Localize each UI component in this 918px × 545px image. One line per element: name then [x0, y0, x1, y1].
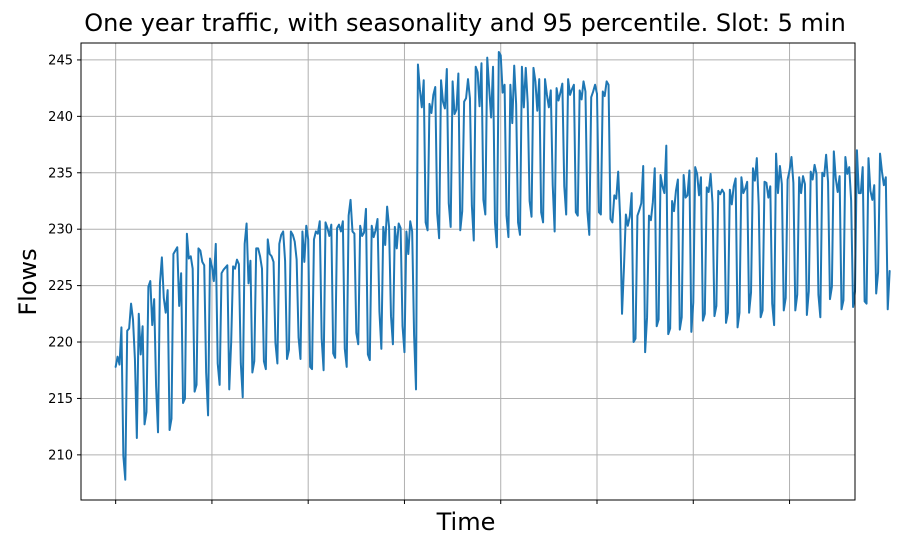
- y-gridlines: [81, 59, 855, 456]
- y-tick-label: 240: [48, 110, 73, 125]
- y-tick-label: 230: [48, 223, 73, 238]
- chart-title: One year traffic, with seasonality and 9…: [84, 9, 846, 37]
- x-axis-ticks: [115, 500, 791, 504]
- series-group: [114, 51, 891, 481]
- series-line-1: [114, 51, 891, 481]
- x-axis-label: Time: [436, 508, 496, 536]
- y-axis-ticks: 210 215 220 225 230 235 240 245: [48, 53, 81, 463]
- y-tick-label: 220: [48, 336, 73, 351]
- y-tick-label: 245: [48, 53, 73, 68]
- plot-frame: [80, 42, 856, 501]
- y-tick-label: 225: [48, 279, 73, 294]
- y-axis-label: Flows: [14, 248, 42, 315]
- y-tick-label: 210: [48, 448, 73, 463]
- y-tick-label: 215: [48, 392, 73, 407]
- y-tick-label: 235: [48, 166, 73, 181]
